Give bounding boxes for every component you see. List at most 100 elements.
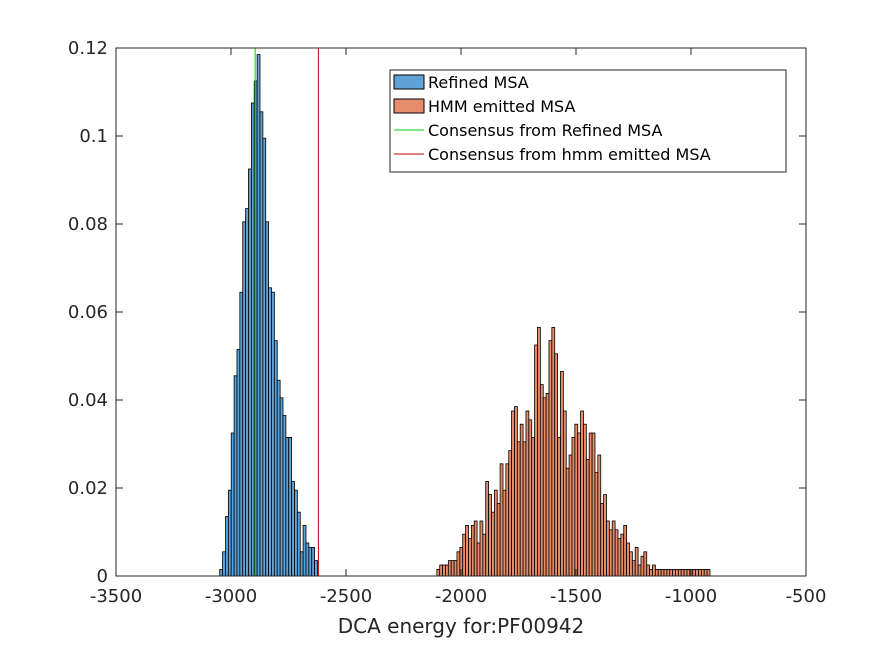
- histogram-bar: [279, 397, 284, 577]
- y-tick-label: 0.08: [68, 214, 108, 235]
- histogram-bar: [666, 569, 671, 577]
- histogram-bar: [551, 326, 556, 577]
- histogram-bar: [450, 560, 455, 577]
- histogram-bar: [219, 569, 224, 577]
- histogram-bar: [557, 436, 561, 577]
- histogram-bar: [256, 54, 261, 577]
- histogram-bar: [468, 538, 472, 577]
- y-tick-label: 0.12: [68, 38, 108, 59]
- histogram-bar: [623, 525, 627, 577]
- histogram-bar: [265, 221, 270, 577]
- histogram-bar: [537, 326, 541, 577]
- x-tick-label: -2000: [435, 586, 487, 607]
- legend-entry: HMM emitted MSA: [393, 97, 575, 116]
- histogram-bar: [531, 436, 536, 577]
- y-tick-label: 0.04: [68, 390, 108, 411]
- histogram-bar: [314, 560, 318, 577]
- histogram-bar: [499, 463, 504, 577]
- histogram-bar: [672, 569, 676, 577]
- histogram-bar: [591, 432, 596, 577]
- histogram-bar: [227, 489, 232, 577]
- histogram-bar: [554, 353, 559, 577]
- histogram-bar: [294, 489, 298, 577]
- histogram-bar: [493, 489, 498, 577]
- histogram-bar: [302, 525, 307, 577]
- histogram-bar: [614, 529, 619, 577]
- histogram-bar: [276, 379, 281, 577]
- histogram-bar: [542, 397, 547, 577]
- legend-entry: Consensus from hmm emitted MSA: [394, 145, 711, 164]
- legend-label: HMM emitted MSA: [428, 97, 575, 116]
- histogram-bar: [652, 564, 656, 577]
- histogram-bar: [445, 564, 449, 577]
- x-tick-label: -3000: [205, 586, 257, 607]
- x-tick-label: -3500: [90, 586, 142, 607]
- histogram-bar: [508, 450, 513, 577]
- y-tick-label: 0: [97, 566, 108, 587]
- histogram-bar: [548, 340, 553, 577]
- histogram-bar: [239, 291, 244, 577]
- histogram-bar: [250, 102, 255, 577]
- histogram-bar: [482, 533, 487, 577]
- histogram-bar: [491, 511, 495, 577]
- histogram-bar: [611, 520, 616, 577]
- histogram-bar: [700, 569, 705, 577]
- histogram-bar: [291, 480, 295, 577]
- histogram-bar: [631, 560, 636, 577]
- histogram-bar: [637, 564, 642, 577]
- histogram-bar: [608, 529, 613, 577]
- histogram-bar: [259, 111, 264, 577]
- histogram-bar: [585, 458, 590, 577]
- y-tick-label: 0.06: [68, 302, 108, 323]
- histogram-bar: [560, 370, 564, 577]
- x-tick-labels: -3500 -3000 -2500 -2000 -1500 -1000 -500: [90, 586, 827, 607]
- histogram-bar: [522, 441, 527, 577]
- histogram-bar: [496, 502, 501, 577]
- histogram-bar: [683, 569, 688, 577]
- histogram-bar: [485, 480, 490, 577]
- histogram-bar: [236, 348, 241, 577]
- legend-entry: Refined MSA: [393, 73, 529, 92]
- histogram-bar: [634, 547, 639, 577]
- legend: Refined MSA HMM emitted MSA Consensus from…: [389, 69, 787, 173]
- histogram-bar: [453, 560, 458, 577]
- histogram-bar: [505, 463, 510, 577]
- histogram-bar: [565, 467, 570, 577]
- axis-ticks: [115, 47, 807, 577]
- histogram-bar: [629, 551, 633, 577]
- y-tick-labels: 0 0.02 0.04 0.06 0.08 0.1 0.12: [68, 38, 108, 587]
- histogram-bar: [640, 555, 645, 577]
- histogram-bar: [706, 569, 711, 577]
- legend-label: Refined MSA: [428, 73, 529, 92]
- histogram-bar: [222, 551, 226, 577]
- histogram-bar: [646, 564, 651, 577]
- histogram-bar: [456, 551, 461, 577]
- histogram-bar: [288, 436, 293, 577]
- histogram-bar: [488, 494, 492, 577]
- y-tick-label: 0.1: [79, 126, 108, 147]
- histogram-bar: [583, 423, 587, 577]
- histogram-bar: [268, 287, 272, 577]
- histogram-bar: [225, 516, 229, 577]
- histogram-bar: [588, 432, 593, 577]
- histogram-bar: [305, 542, 310, 577]
- histogram-bar: [663, 569, 668, 577]
- x-tick-label: -2500: [320, 586, 372, 607]
- histogram-bar: [245, 208, 249, 577]
- histogram-bar: [242, 221, 246, 577]
- histogram-bar: [594, 472, 599, 577]
- histogram-bar: [574, 423, 579, 577]
- legend-label: Consensus from Refined MSA: [428, 121, 662, 140]
- histogram-bar: [698, 569, 702, 577]
- histogram-bar: [675, 569, 679, 577]
- histogram-bar: [703, 569, 708, 577]
- histogram-bar: [476, 542, 481, 577]
- histogram-bar: [580, 410, 584, 577]
- histogram-bar: [568, 454, 573, 577]
- legend-swatch: [393, 98, 425, 114]
- histogram-bar: [502, 489, 507, 577]
- histogram-bar: [271, 291, 275, 577]
- histogram-bar: [626, 542, 630, 577]
- histogram-bar: [470, 525, 475, 577]
